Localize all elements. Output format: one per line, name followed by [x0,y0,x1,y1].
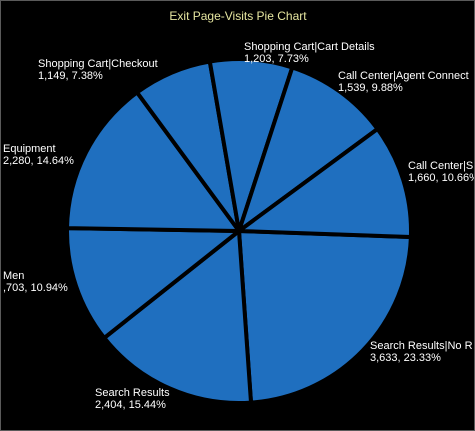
pie-slice [237,126,413,239]
pie-slices [65,57,413,405]
slice-category-label: Equipment [3,143,56,155]
pie-slice [102,229,254,405]
pie-slice [237,229,413,405]
slice-category-label: Call Center|Agent Connect [338,70,469,82]
slice-value-label: 2,404, 15.44% [95,399,166,411]
slice-category-label: Call Center|S [408,160,473,172]
slice-value-label: 1,203, 7.73% [244,53,309,65]
slice-value-label: 2,280, 14.64% [3,155,74,167]
slice-value-label: 1,539, 9.88% [338,82,403,94]
slice-value-label: 3,633, 23.33% [370,352,441,364]
slice-value-label: ,703, 10.94% [3,282,68,294]
pie-slice [237,65,380,233]
pie-slice [65,226,241,340]
slice-category-label: Shopping Cart|Cart Details [244,41,375,53]
pie-labels: Search Results|No R3,633, 23.33% Search R… [3,41,475,411]
slice-value-label: 1,149, 7.38% [38,70,103,82]
slice-category-label: Shopping Cart|Checkout [38,58,158,70]
pie-slice [65,90,241,233]
slice-category-label: Search Results|No R [370,340,473,352]
slice-category-label: Search Results [95,387,170,399]
chart-title: Exit Page-Visits Pie Chart [169,9,307,23]
slice-category-label: Men [3,270,24,282]
slice-value-label: 1,660, 10.66% [408,172,475,184]
